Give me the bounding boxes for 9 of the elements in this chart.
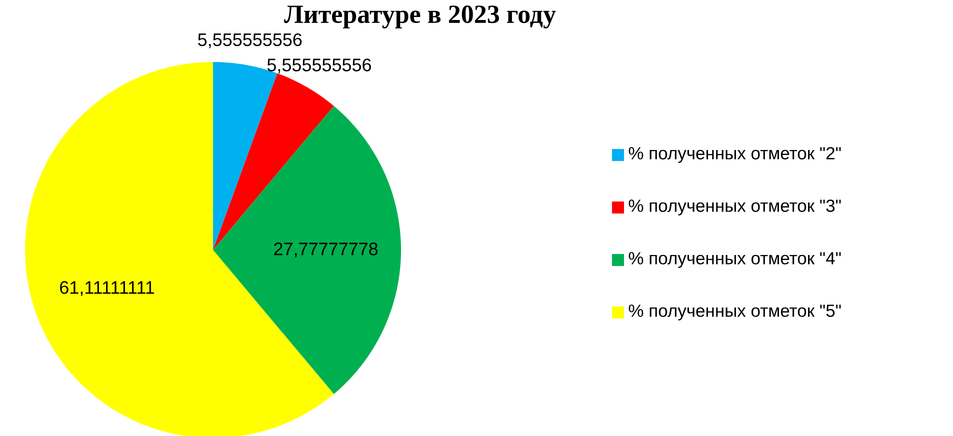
data-label: 5,555555556 — [267, 58, 371, 74]
data-label: 5,555555556 — [198, 33, 302, 48]
data-label: 61,11111111 — [60, 281, 154, 296]
legend-label: % полученных отметок "5" — [628, 304, 841, 320]
data-label: 27,77777778 — [274, 242, 378, 258]
legend-label: % полученных отметок "4" — [628, 252, 841, 268]
chart-title: Литературе в 2023 году — [284, 6, 556, 28]
legend-label: % полученных отметок "2" — [628, 147, 841, 163]
legend-label: % полученных отметок "3" — [628, 200, 841, 216]
